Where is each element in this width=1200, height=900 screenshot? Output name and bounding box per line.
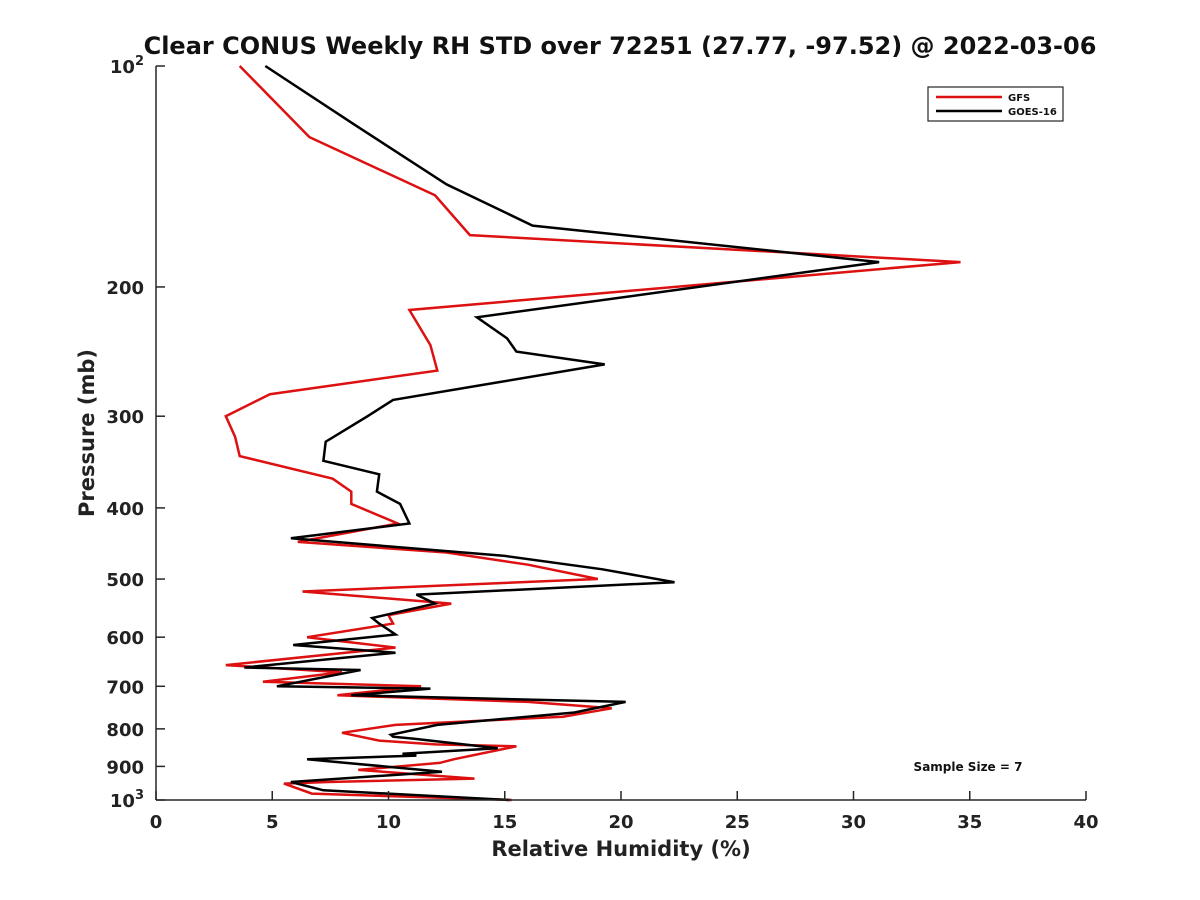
- x-tick-label: 10: [376, 812, 401, 833]
- x-tick-label: 15: [492, 812, 517, 833]
- y-tick-label: 900: [106, 757, 144, 778]
- chart-title: Clear CONUS Weekly RH STD over 72251 (27…: [144, 32, 1097, 60]
- legend: GFS GOES-16: [927, 86, 1064, 122]
- series-line-goes16: [244, 64, 880, 802]
- x-tick-label: 35: [957, 812, 982, 833]
- y-tick-label: 300: [106, 407, 144, 428]
- y-tick-label: 700: [106, 677, 144, 698]
- y-ticks: 102 200 300 400 500 600 700 800 900 103: [106, 54, 165, 812]
- x-tick-label: 25: [725, 812, 750, 833]
- y-tick-label: 200: [106, 278, 144, 299]
- x-tick-label: 0: [150, 812, 163, 833]
- series-line-gfs: [224, 65, 961, 802]
- legend-box: [927, 86, 1064, 122]
- x-tick-label: 40: [1073, 812, 1098, 833]
- series-layer: [224, 64, 961, 802]
- y-tick-label: 800: [106, 720, 144, 741]
- y-tick-label: 103: [110, 788, 144, 812]
- y-axis-label: Pressure (mb): [75, 349, 99, 517]
- legend-label-gfs: GFS: [1008, 93, 1030, 104]
- x-ticks: 0 5 10 15 20 25 30 35 40: [150, 791, 1099, 833]
- y-tick-label: 500: [106, 570, 144, 591]
- legend-label-goes16: GOES-16: [1008, 107, 1057, 118]
- x-tick-label: 30: [841, 812, 866, 833]
- y-tick-label: 400: [106, 499, 144, 520]
- x-tick-label: 5: [266, 812, 279, 833]
- x-axis-label: Relative Humidity (%): [491, 837, 750, 861]
- sample-size-annotation: Sample Size = 7: [914, 760, 1023, 774]
- y-tick-label: 102: [110, 54, 144, 78]
- x-tick-label: 20: [608, 812, 633, 833]
- y-tick-label: 600: [106, 628, 144, 649]
